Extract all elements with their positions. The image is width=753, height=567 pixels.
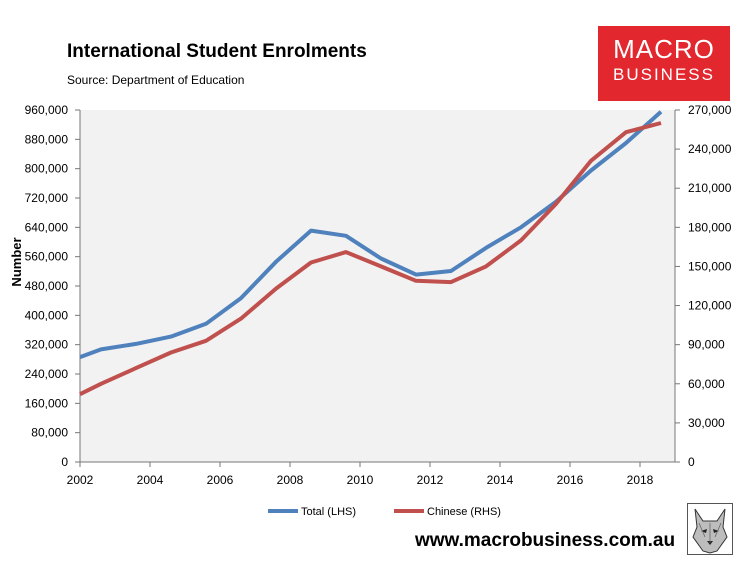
left-tick-label: 640,000 xyxy=(25,220,69,234)
right-tick-label: 30,000 xyxy=(688,416,725,430)
left-tick-label: 560,000 xyxy=(25,250,69,264)
left-tick-label: 240,000 xyxy=(25,367,69,381)
x-tick-label: 2008 xyxy=(277,473,304,487)
wolf-icon xyxy=(687,503,733,555)
right-tick-label: 60,000 xyxy=(688,377,725,391)
left-tick-label: 160,000 xyxy=(25,396,69,410)
x-tick-label: 2016 xyxy=(557,473,584,487)
right-tick-label: 270,000 xyxy=(688,103,732,117)
website-url[interactable]: www.macrobusiness.com.au xyxy=(415,530,676,551)
right-tick-label: 0 xyxy=(688,455,695,469)
right-tick-label: 240,000 xyxy=(688,142,732,156)
right-tick-label: 150,000 xyxy=(688,259,732,273)
left-tick-label: 720,000 xyxy=(25,191,69,205)
x-tick-label: 2018 xyxy=(627,473,654,487)
left-tick-label: 960,000 xyxy=(25,103,69,117)
left-axis-ticks: 0 80,000 160,000 240,000 320,000 400,000 480,0… xyxy=(25,103,80,469)
left-tick-label: 80,000 xyxy=(31,426,68,440)
legend-label-chinese: Chinese (RHS) xyxy=(427,506,501,518)
left-tick-label: 880,000 xyxy=(25,132,69,146)
x-tick-label: 2006 xyxy=(207,473,234,487)
left-tick-label: 0 xyxy=(61,455,68,469)
series-line-chinese xyxy=(79,121,662,396)
x-tick-label: 2002 xyxy=(67,473,94,487)
logo-line-2: BUSINESS xyxy=(613,65,715,84)
x-tick-label: 2004 xyxy=(137,473,164,487)
left-tick-label: 320,000 xyxy=(25,338,69,352)
right-tick-label: 120,000 xyxy=(688,299,732,313)
logo-line-1: MACRO xyxy=(613,34,715,64)
plot-area xyxy=(80,110,675,462)
x-tick-label: 2012 xyxy=(417,473,444,487)
right-tick-label: 90,000 xyxy=(688,338,725,352)
right-tick-label: 210,000 xyxy=(688,181,732,195)
y-axis-label: Number xyxy=(9,237,24,286)
x-tick-label: 2014 xyxy=(487,473,514,487)
series-lines xyxy=(79,110,663,396)
legend: Total (LHS) Chinese (RHS) xyxy=(268,506,501,518)
macrobusiness-logo[interactable]: MACRO BUSINESS xyxy=(598,26,730,101)
left-tick-label: 400,000 xyxy=(25,308,69,322)
chart-source: Source: Department of Education xyxy=(67,73,245,87)
left-tick-label: 800,000 xyxy=(25,162,69,176)
right-tick-label: 180,000 xyxy=(688,220,732,234)
chart-title: International Student Enrolments xyxy=(67,41,367,62)
left-tick-label: 480,000 xyxy=(25,279,69,293)
right-axis-ticks: 0 30,000 60,000 90,000 120,000 150,000 180,000… xyxy=(675,103,732,469)
x-tick-label: 2010 xyxy=(347,473,374,487)
legend-label-total: Total (LHS) xyxy=(301,506,356,518)
x-axis-ticks: 2002 2004 2006 2008 2010 2012 2014 2016 2018 xyxy=(67,462,654,487)
